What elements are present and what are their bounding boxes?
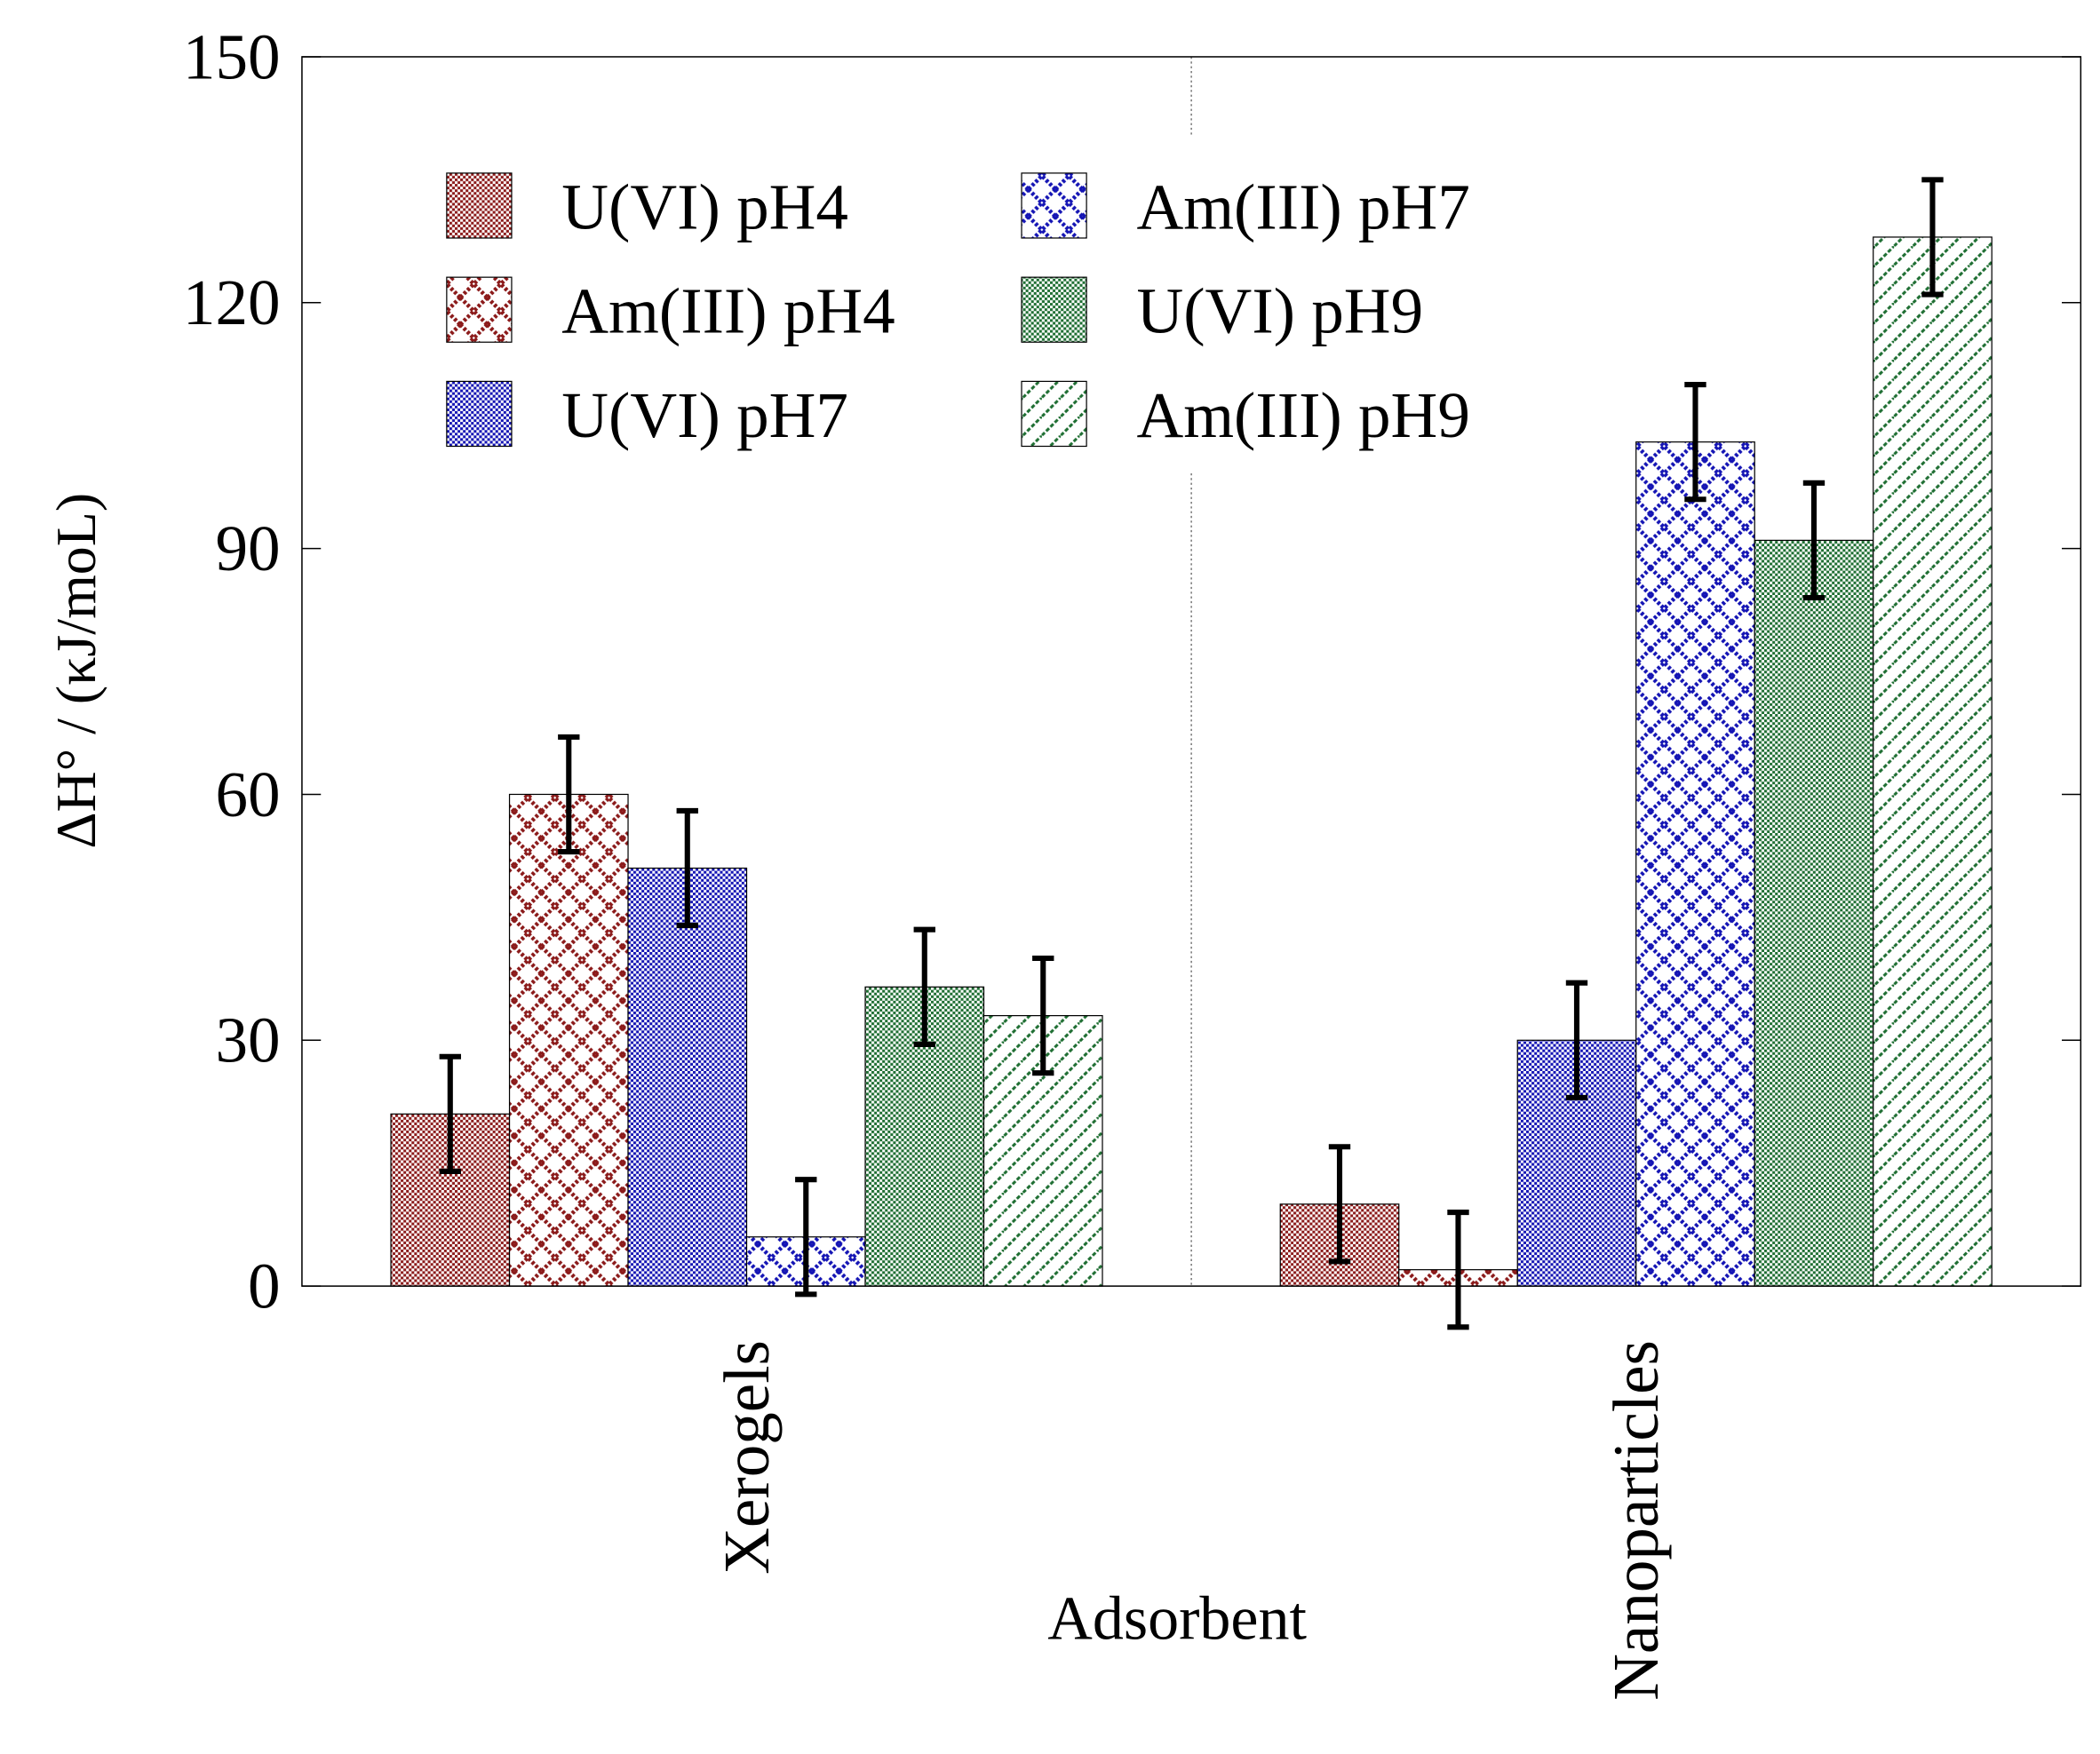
legend-swatch: [1021, 276, 1087, 343]
legend-label: Am(III) pH4: [561, 275, 895, 347]
y-axis-label: ΔH° / (κJ/moL): [44, 493, 107, 849]
legend-swatch: [446, 172, 513, 239]
legend-label: U(VI) pH7: [561, 379, 848, 451]
error-bar: [558, 734, 580, 855]
y-tick-label: 120: [183, 266, 281, 338]
y-tick-label: 90: [215, 512, 280, 584]
bar: [1873, 236, 1993, 1287]
error-bar: [1565, 980, 1588, 1100]
x-tick-label: Nanoparticles: [1600, 1340, 1672, 1701]
x-tick-label: Xerogels: [711, 1340, 783, 1575]
bar: [1635, 441, 1755, 1287]
error-bar: [1684, 382, 1706, 503]
legend-swatch: [1021, 172, 1087, 239]
legend-label: U(VI) pH9: [1136, 275, 1423, 347]
plot-frame: [301, 56, 2082, 1287]
legend-swatch: [1021, 380, 1087, 448]
bar: [627, 867, 748, 1287]
bar: [508, 793, 629, 1287]
y-tick-label: 0: [248, 1250, 281, 1321]
legend-label: U(VI) pH4: [561, 171, 848, 242]
legend-swatch: [446, 276, 513, 343]
bar: [1754, 539, 1874, 1287]
legend-label: Am(III) pH7: [1136, 171, 1469, 242]
error-bar: [795, 1177, 817, 1298]
y-tick-label: 30: [215, 1004, 280, 1076]
error-bar: [1802, 480, 1826, 601]
error-bar: [913, 926, 935, 1047]
error-bar: [1447, 1210, 1469, 1330]
error-bar: [1328, 1144, 1351, 1265]
error-bar: [1032, 955, 1054, 1076]
error-bar: [1921, 177, 1944, 298]
x-axis-label: Adsorbent: [1047, 1585, 1307, 1654]
error-bar: [439, 1053, 461, 1174]
error-bar: [676, 807, 698, 929]
legend-label: Am(III) pH9: [1136, 379, 1469, 451]
y-tick-label: 60: [215, 758, 280, 830]
y-tick-label: 150: [183, 20, 281, 92]
legend-swatch: [446, 380, 513, 448]
